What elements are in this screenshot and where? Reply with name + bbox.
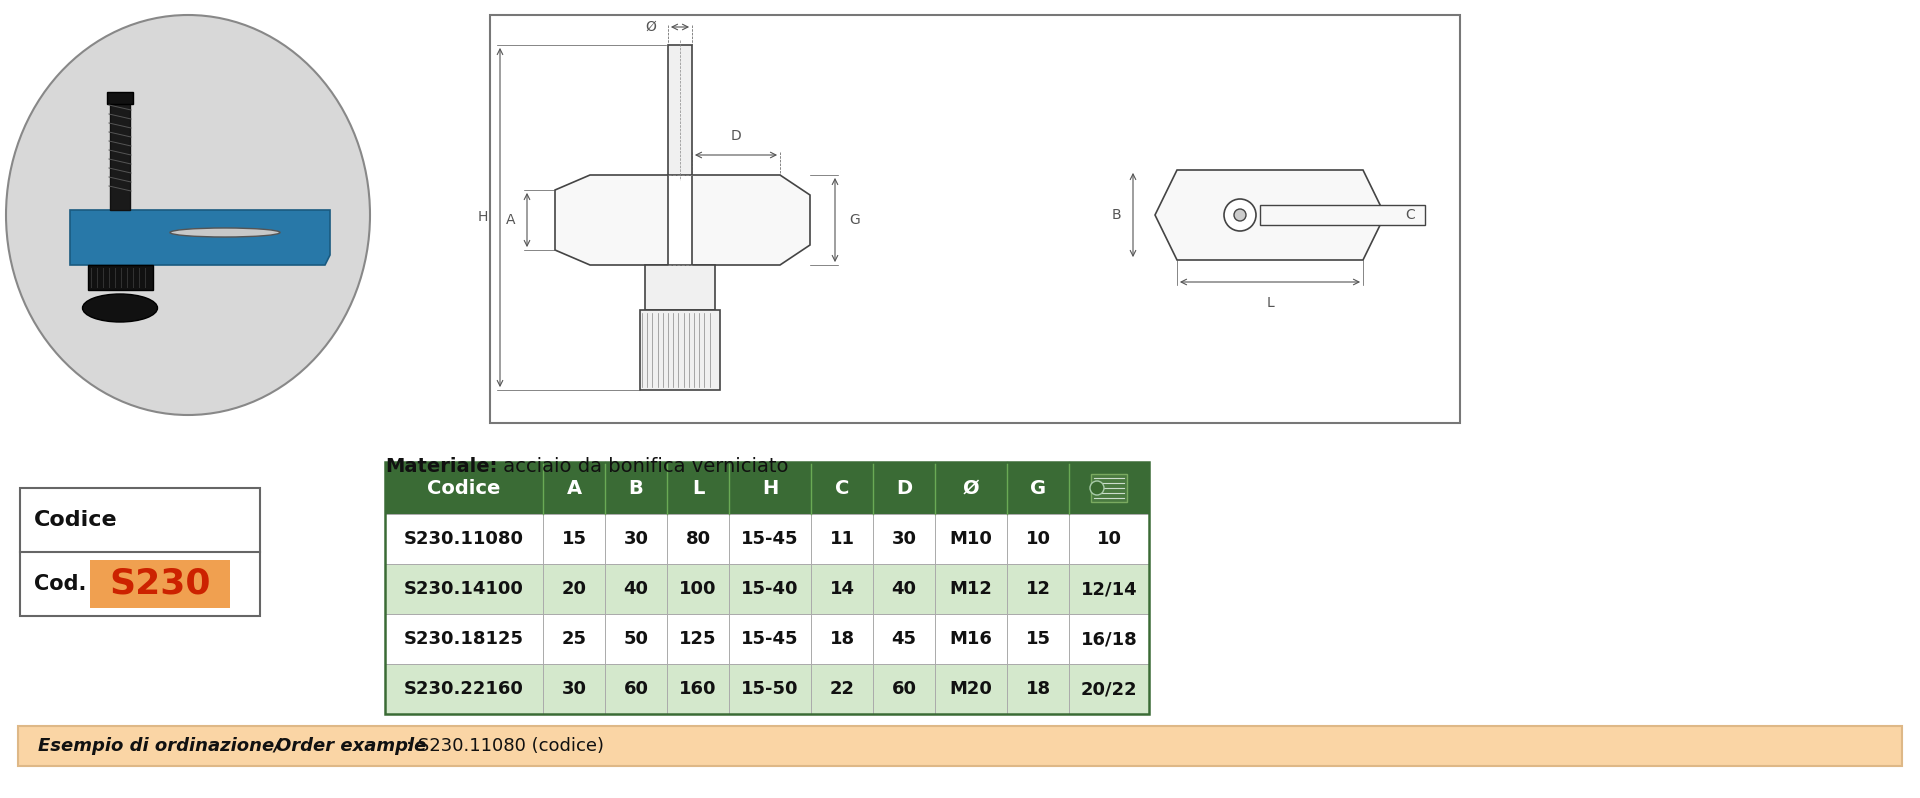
Text: D: D <box>897 479 912 497</box>
Text: 15-50: 15-50 <box>741 680 799 698</box>
Text: 15-45: 15-45 <box>741 530 799 548</box>
Bar <box>490 15 1459 423</box>
Text: H: H <box>478 210 488 224</box>
Text: S230: S230 <box>109 567 211 601</box>
Bar <box>17 726 1903 766</box>
Text: L: L <box>691 479 705 497</box>
Text: 15: 15 <box>1025 630 1050 648</box>
Text: 15-40: 15-40 <box>741 580 799 598</box>
Text: 14: 14 <box>829 580 854 598</box>
Text: H: H <box>762 479 778 497</box>
Bar <box>386 514 1148 564</box>
Text: Codice: Codice <box>428 479 501 497</box>
Text: : S230.11080 (codice): : S230.11080 (codice) <box>405 737 605 755</box>
Text: 15: 15 <box>561 530 586 548</box>
Circle shape <box>1235 209 1246 221</box>
Text: 10: 10 <box>1096 530 1121 548</box>
Text: 60: 60 <box>891 680 916 698</box>
Circle shape <box>1225 199 1256 231</box>
Text: 30: 30 <box>891 530 916 548</box>
Text: acciaio da bonifica verniciato: acciaio da bonifica verniciato <box>497 457 789 476</box>
Text: B: B <box>1112 208 1121 222</box>
Text: 125: 125 <box>680 630 716 648</box>
Text: Codice: Codice <box>35 510 117 530</box>
Text: S230.22160: S230.22160 <box>403 680 524 698</box>
Text: 12: 12 <box>1025 580 1050 598</box>
Bar <box>645 265 714 310</box>
Text: 100: 100 <box>680 580 716 598</box>
Text: C: C <box>835 479 849 497</box>
Text: 45: 45 <box>891 630 916 648</box>
Text: A: A <box>505 213 515 227</box>
Bar <box>386 462 1148 714</box>
Bar <box>109 100 131 210</box>
Text: 20: 20 <box>561 580 586 598</box>
Text: 18: 18 <box>1025 680 1050 698</box>
Bar <box>108 92 132 104</box>
Text: Materiale:: Materiale: <box>386 457 497 476</box>
Bar <box>90 560 230 608</box>
Polygon shape <box>1156 170 1384 260</box>
Polygon shape <box>691 175 810 265</box>
Text: D: D <box>732 129 741 143</box>
Text: 160: 160 <box>680 680 716 698</box>
Text: 40: 40 <box>624 580 649 598</box>
Text: 18: 18 <box>829 630 854 648</box>
Bar <box>668 45 691 175</box>
Text: Cod.: Cod. <box>35 574 94 594</box>
Bar <box>386 614 1148 664</box>
Bar <box>1091 474 1127 502</box>
Text: Ø: Ø <box>962 479 979 497</box>
Text: 60: 60 <box>624 680 649 698</box>
Text: M12: M12 <box>950 580 993 598</box>
Text: 25: 25 <box>561 630 586 648</box>
Text: G: G <box>1029 479 1046 497</box>
Text: 20/22: 20/22 <box>1081 680 1137 698</box>
Text: 80: 80 <box>685 530 710 548</box>
Text: G: G <box>849 213 860 227</box>
Bar <box>386 564 1148 614</box>
Ellipse shape <box>171 228 280 237</box>
Circle shape <box>1091 481 1104 495</box>
Text: M16: M16 <box>950 630 993 648</box>
Bar <box>88 265 154 290</box>
Polygon shape <box>555 175 668 265</box>
Text: C: C <box>1405 208 1415 222</box>
Ellipse shape <box>6 15 371 415</box>
Ellipse shape <box>83 294 157 322</box>
Text: 16/18: 16/18 <box>1081 630 1137 648</box>
Text: 12/14: 12/14 <box>1081 580 1137 598</box>
Bar <box>386 462 1148 514</box>
Text: A: A <box>566 479 582 497</box>
Text: M10: M10 <box>950 530 993 548</box>
Text: S230.14100: S230.14100 <box>403 580 524 598</box>
Text: 10: 10 <box>1025 530 1050 548</box>
Bar <box>386 664 1148 714</box>
Text: Ø: Ø <box>645 20 657 34</box>
Text: 40: 40 <box>891 580 916 598</box>
Bar <box>19 488 259 616</box>
Text: S230.18125: S230.18125 <box>403 630 524 648</box>
Text: B: B <box>628 479 643 497</box>
Text: S230.11080: S230.11080 <box>403 530 524 548</box>
Polygon shape <box>69 210 330 265</box>
Bar <box>639 310 720 390</box>
Text: L: L <box>1265 296 1273 310</box>
Text: M20: M20 <box>950 680 993 698</box>
Text: 30: 30 <box>624 530 649 548</box>
Text: 11: 11 <box>829 530 854 548</box>
Text: 30: 30 <box>561 680 586 698</box>
Bar <box>1260 205 1425 225</box>
Text: 22: 22 <box>829 680 854 698</box>
Text: Order example: Order example <box>276 737 426 755</box>
Text: Esempio di ordinazione/: Esempio di ordinazione/ <box>38 737 280 755</box>
Text: 50: 50 <box>624 630 649 648</box>
Text: 15-45: 15-45 <box>741 630 799 648</box>
